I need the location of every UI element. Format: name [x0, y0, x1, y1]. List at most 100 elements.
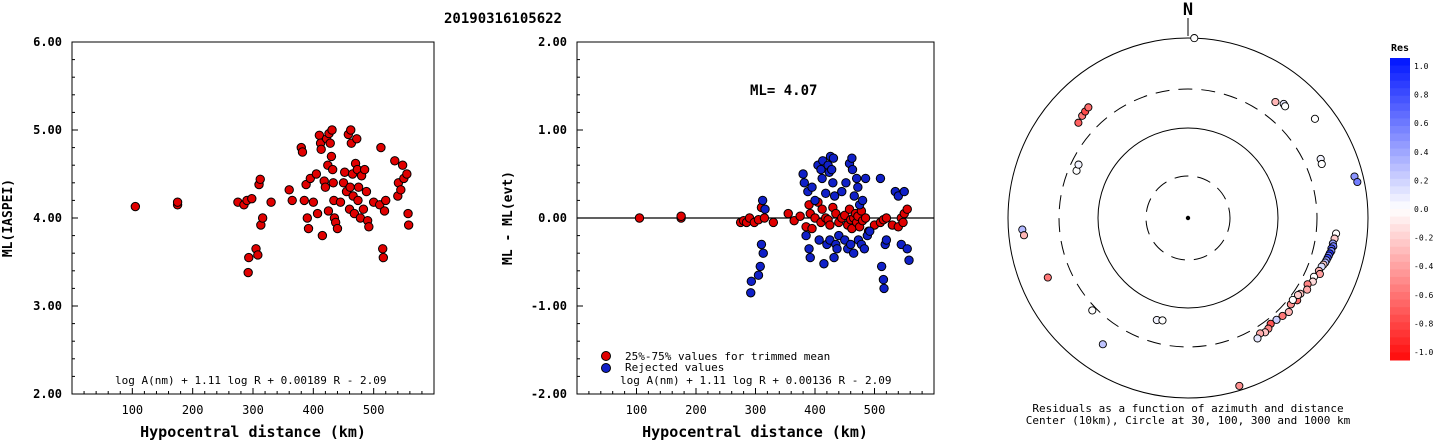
- data-point: [130, 201, 141, 212]
- data-point: [359, 164, 370, 175]
- data-point: [317, 230, 328, 241]
- colorbar-tick-label: -0.2: [1414, 234, 1433, 243]
- colorbar-segment: [1390, 329, 1410, 338]
- data-point: [244, 252, 254, 263]
- legend-label-rejected: Rejected values: [625, 361, 724, 374]
- legend-label-trimmed: 25%-75% values for trimmed mean: [625, 350, 830, 363]
- colorbar-segment: [1390, 292, 1410, 301]
- ring-300km: [1058, 88, 1318, 348]
- x-tick-label: 300: [242, 403, 264, 417]
- station-point: [1281, 102, 1290, 111]
- station-point: [1284, 307, 1293, 317]
- data-point: [859, 244, 870, 254]
- center-dot: [1185, 215, 1191, 221]
- panel-ml-iaspei: ML(IASPEI) Hypocentral distance (km) log…: [1, 35, 435, 441]
- data-point: [846, 239, 856, 250]
- data-point: [902, 204, 912, 214]
- legend-swatch-trimmed: [601, 351, 611, 361]
- data-point: [316, 144, 326, 155]
- data-point: [826, 164, 837, 175]
- data-point: [353, 182, 364, 192]
- data-point: [876, 261, 887, 272]
- data-point: [746, 288, 756, 298]
- data-point: [302, 213, 312, 223]
- y-tick-label: 6.00: [33, 35, 62, 49]
- colorbar-segment: [1390, 80, 1410, 89]
- data-point: [860, 173, 871, 184]
- data-point: [899, 186, 909, 197]
- data-point: [857, 195, 868, 206]
- colorbar-segment: [1390, 209, 1410, 218]
- data-point: [768, 217, 779, 228]
- data-point: [865, 226, 875, 236]
- colorbar-segment: [1390, 246, 1410, 255]
- data-point: [849, 191, 859, 201]
- station-point: [1019, 231, 1029, 240]
- data-point: [253, 250, 263, 260]
- colorbar-segment: [1390, 201, 1410, 210]
- data-point: [832, 244, 842, 254]
- data-point: [327, 125, 337, 135]
- station-point: [1310, 114, 1319, 123]
- x-axis-label-2: Hypocentral distance (km): [642, 423, 868, 441]
- data-point: [403, 220, 414, 230]
- y-tick-label: 3.00: [33, 299, 62, 313]
- data-point: [821, 188, 831, 199]
- data-point: [847, 164, 858, 175]
- data-point: [312, 208, 323, 219]
- data-point: [851, 173, 862, 184]
- colorbar-segment: [1390, 307, 1410, 316]
- data-point: [829, 252, 839, 263]
- colorbar-segment: [1390, 73, 1410, 82]
- data-point: [634, 213, 645, 223]
- legend: 25%-75% values for trimmed mean Rejected…: [601, 350, 830, 374]
- colorbar-segment: [1390, 133, 1410, 142]
- x-tick-label: 200: [182, 403, 204, 417]
- colorbar-tick-label: 1.0: [1414, 62, 1429, 71]
- colorbar-segment: [1390, 284, 1410, 293]
- colorbar-segment: [1390, 352, 1410, 361]
- station-point: [1288, 295, 1297, 304]
- colorbar-segment: [1390, 186, 1410, 195]
- station-point: [1253, 334, 1262, 343]
- colorbar-segment: [1390, 231, 1410, 240]
- data-point: [759, 213, 770, 223]
- colorbar-segment: [1390, 299, 1410, 308]
- data-point: [805, 252, 815, 263]
- y-tick-label: -2.00: [531, 387, 567, 401]
- data-point: [338, 178, 349, 188]
- y-tick-label: 1.00: [538, 123, 567, 137]
- data-point: [837, 186, 847, 197]
- colorbar-segment: [1390, 171, 1410, 180]
- colorbar-segment: [1390, 95, 1410, 104]
- data-point: [758, 248, 768, 258]
- x-tick-label: 400: [804, 403, 826, 417]
- data-point: [255, 174, 265, 184]
- colorbar-segment: [1390, 239, 1410, 248]
- station-point: [1088, 306, 1097, 315]
- data-point: [247, 193, 257, 204]
- data-point: [829, 191, 840, 201]
- data-point: [828, 178, 838, 188]
- formula-1: log A(nm) + 1.11 log R + 0.00189 R - 2.0…: [115, 374, 387, 387]
- data-point: [746, 276, 757, 287]
- data-point: [756, 239, 767, 250]
- colorbar-segment: [1390, 88, 1410, 97]
- data-point: [860, 213, 871, 223]
- data-point: [816, 164, 826, 175]
- station-point: [1235, 381, 1244, 390]
- data-point: [352, 134, 362, 144]
- data-point: [287, 195, 297, 206]
- colorbar-segment: [1390, 163, 1410, 172]
- data-point: [378, 244, 388, 254]
- station-point: [1158, 316, 1167, 325]
- plot-frame-1: [71, 41, 435, 395]
- colorbar-segment: [1390, 156, 1410, 165]
- colorbar-segment: [1390, 118, 1410, 127]
- data-point: [881, 235, 892, 245]
- colorbar-segment: [1390, 110, 1410, 119]
- station-point: [1271, 97, 1280, 107]
- x-axis-label-1: Hypocentral distance (km): [140, 423, 366, 441]
- data-point: [345, 182, 355, 192]
- data-point: [757, 195, 768, 206]
